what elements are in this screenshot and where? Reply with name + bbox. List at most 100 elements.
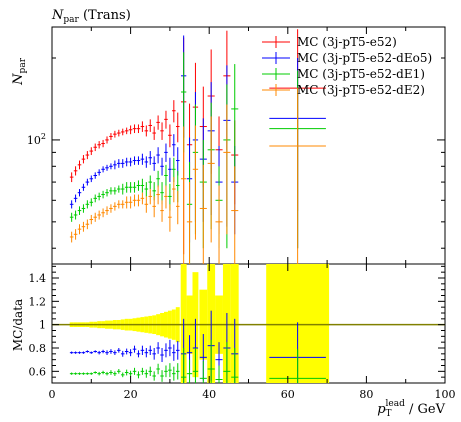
data-point [120,128,125,136]
ratio-point [215,365,223,383]
data-point [152,196,156,218]
data-point [231,166,239,264]
data-point [89,214,94,225]
ratio-point [77,351,82,354]
ratio-point [269,349,326,383]
ratio-point [73,372,78,375]
ratio-point [109,349,113,354]
data-point [207,116,215,243]
data-point [168,157,172,183]
data-point [136,124,141,134]
data-point [269,88,326,264]
data-point [124,157,129,167]
data-point [97,210,101,220]
ratio-point [128,370,133,377]
ratio-point [144,369,149,378]
data-point [113,160,117,170]
legend-label: MC (3j-pT5-e52-dE1) [297,67,425,81]
ratio-point [85,372,90,375]
ratio-point [117,348,121,353]
data-point [120,159,125,168]
ratio-point [97,350,101,355]
data-point [120,200,125,209]
data-point [105,206,109,215]
data-point [93,194,97,203]
ratio-point [113,350,117,355]
ratio-point [168,363,172,378]
ratio-point [156,342,160,354]
data-point [164,185,168,209]
ratio-point [223,342,231,383]
ratio-point [144,348,149,358]
ratio-point [81,351,86,354]
data-point [81,204,86,213]
data-point [101,166,105,173]
data-point [77,206,82,215]
ratio-point [73,351,78,354]
ratio-point [124,369,129,376]
data-point [156,147,160,164]
data-point [140,121,145,132]
data-point [81,221,86,232]
data-point [89,198,94,207]
data-point [128,182,133,193]
data-point [73,166,78,176]
data-point [140,192,145,205]
y-tick-label-ratio: 0.6 [29,365,47,378]
legend-label: MC (3j-pT5-e52-dE2) [297,83,425,97]
data-point [160,200,164,222]
ratio-point [175,363,180,380]
data-point [97,141,101,149]
ratio-point [160,348,164,362]
ratio-point [172,366,176,381]
data-point [172,100,176,123]
ratio-point [152,371,156,381]
data-point [97,169,101,176]
ratio-point [124,348,129,355]
data-point [192,125,199,240]
data-point [156,115,160,130]
data-point [117,159,121,168]
ratio-point [105,350,109,355]
ratio-point [136,350,141,358]
ratio-point [120,350,125,357]
data-point [109,163,113,170]
ratio-point [101,349,105,354]
ratio-point [140,345,145,355]
ratio-point [85,350,90,353]
ratio-point [207,339,215,383]
data-point [73,210,78,220]
data-point [140,178,145,193]
data-point [120,183,125,195]
x-axis-label: pTlead / GeV [377,399,445,419]
main-series-4 [69,88,326,264]
legend-item: MC (3j-pT5-e52-dE1) [262,67,425,81]
x-tick-label: 20 [124,388,138,401]
ratio-point [160,370,164,382]
ratio-point [120,372,125,378]
ratio-point [105,371,109,376]
ratio-point [109,370,113,375]
data-point [172,177,176,203]
data-point [164,143,168,162]
data-point [144,156,149,168]
data-point [77,224,82,235]
data-point [81,155,86,164]
x-tick-label: 100 [435,388,456,401]
data-point [148,119,153,132]
data-point [93,172,97,179]
y-tick-label-main: 102 [27,132,46,147]
main-data-layer [69,29,326,264]
ratio-point [164,365,168,378]
data-point [168,124,172,148]
data-point [215,185,223,264]
y-tick-label-ratio: 1.4 [29,272,47,285]
data-point [69,200,74,209]
ratio-point [89,351,94,354]
ratio-point [231,348,239,383]
data-point [223,104,231,235]
data-point [132,194,137,207]
chart-title: Npar (Trans) [51,8,131,25]
ratio-data-layer [69,310,326,383]
data-point [181,126,187,264]
